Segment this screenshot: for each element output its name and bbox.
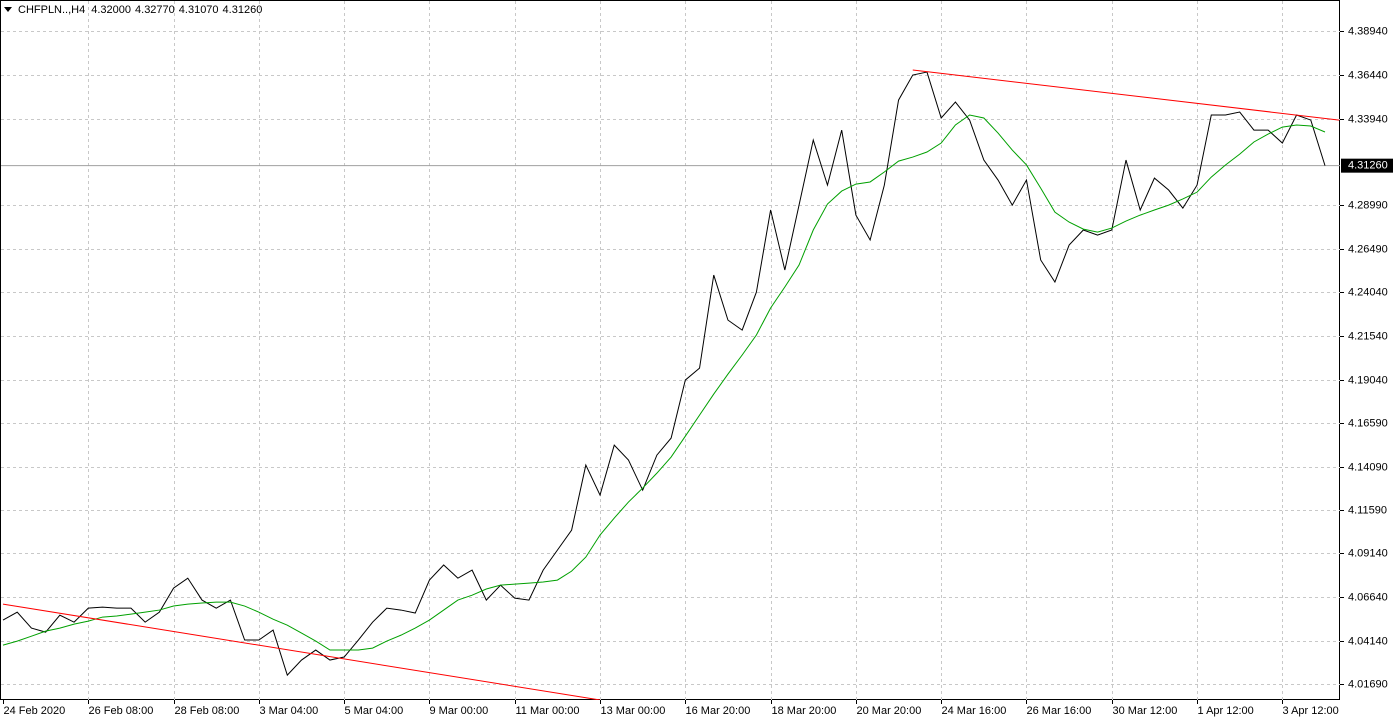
y-tick-label: 4.36440: [1348, 69, 1388, 81]
x-tick-label: 1 Apr 12:00: [1198, 705, 1254, 717]
low: 4.31070: [179, 4, 219, 16]
x-tick-label: 3 Mar 04:00: [260, 705, 319, 717]
y-tick-label: 4.06640: [1348, 591, 1388, 603]
x-tick-label: 30 Mar 12:00: [1113, 705, 1178, 717]
y-tick-label: 4.09140: [1348, 547, 1388, 559]
price-line: [2, 114, 1326, 651]
x-tick-label: 24 Mar 16:00: [942, 705, 1007, 717]
price-line: [2, 71, 1326, 677]
last-price-label: 4.31260: [1348, 160, 1388, 172]
open: 4.32000: [91, 4, 131, 16]
x-tick-label: 26 Feb 08:00: [89, 705, 154, 717]
y-tick-label: 4.24040: [1348, 286, 1388, 298]
close: 4.31260: [223, 4, 263, 16]
symbol: CHFPLN..,H4: [18, 4, 85, 16]
x-tick-label: 20 Mar 20:00: [857, 705, 922, 717]
y-tick-label: 4.19040: [1348, 374, 1388, 386]
data-layer: [1, 69, 1340, 700]
header: CHFPLN..,H4 4.32000 4.32770 4.31070 4.31260: [18, 4, 262, 16]
y-tick-label: 4.01690: [1348, 678, 1388, 690]
plot-frame: [0, 0, 1340, 700]
y-tick-label: 4.11590: [1348, 504, 1387, 516]
x-tick-label: 5 Mar 04:00: [345, 705, 404, 717]
x-tick-label: 9 Mar 00:00: [430, 705, 489, 717]
y-tick-label: 4.33940: [1348, 113, 1388, 125]
y-tick-label: 4.14090: [1348, 461, 1388, 473]
high: 4.32770: [135, 4, 175, 16]
y-tick-label: 4.04140: [1348, 635, 1388, 647]
x-tick-label: 26 Mar 16:00: [1027, 705, 1092, 717]
trend-line: [2, 603, 601, 700]
x-tick-label: 3 Apr 12:00: [1283, 705, 1339, 717]
last-price-box: [1341, 158, 1393, 173]
x-tick-label: 24 Feb 2020: [4, 705, 66, 717]
x-tick-label: 11 Mar 00:00: [516, 705, 580, 717]
grid-layer: [1, 1, 1344, 704]
x-tick-label: 16 Mar 20:00: [686, 705, 751, 717]
y-tick-label: 4.26490: [1348, 243, 1388, 255]
y-tick-label: 4.21540: [1348, 330, 1388, 342]
y-tick-label: 4.28990: [1348, 199, 1388, 211]
x-tick-label: 18 Mar 20:00: [772, 705, 837, 717]
y-tick-label: 4.16590: [1348, 417, 1388, 429]
trend-line: [912, 69, 1340, 121]
menu-triangle[interactable]: [4, 7, 12, 12]
x-tick-label: 13 Mar 00:00: [601, 705, 666, 717]
y-tick-label: 4.38940: [1348, 25, 1388, 37]
x-tick-label: 28 Feb 08:00: [175, 705, 240, 717]
